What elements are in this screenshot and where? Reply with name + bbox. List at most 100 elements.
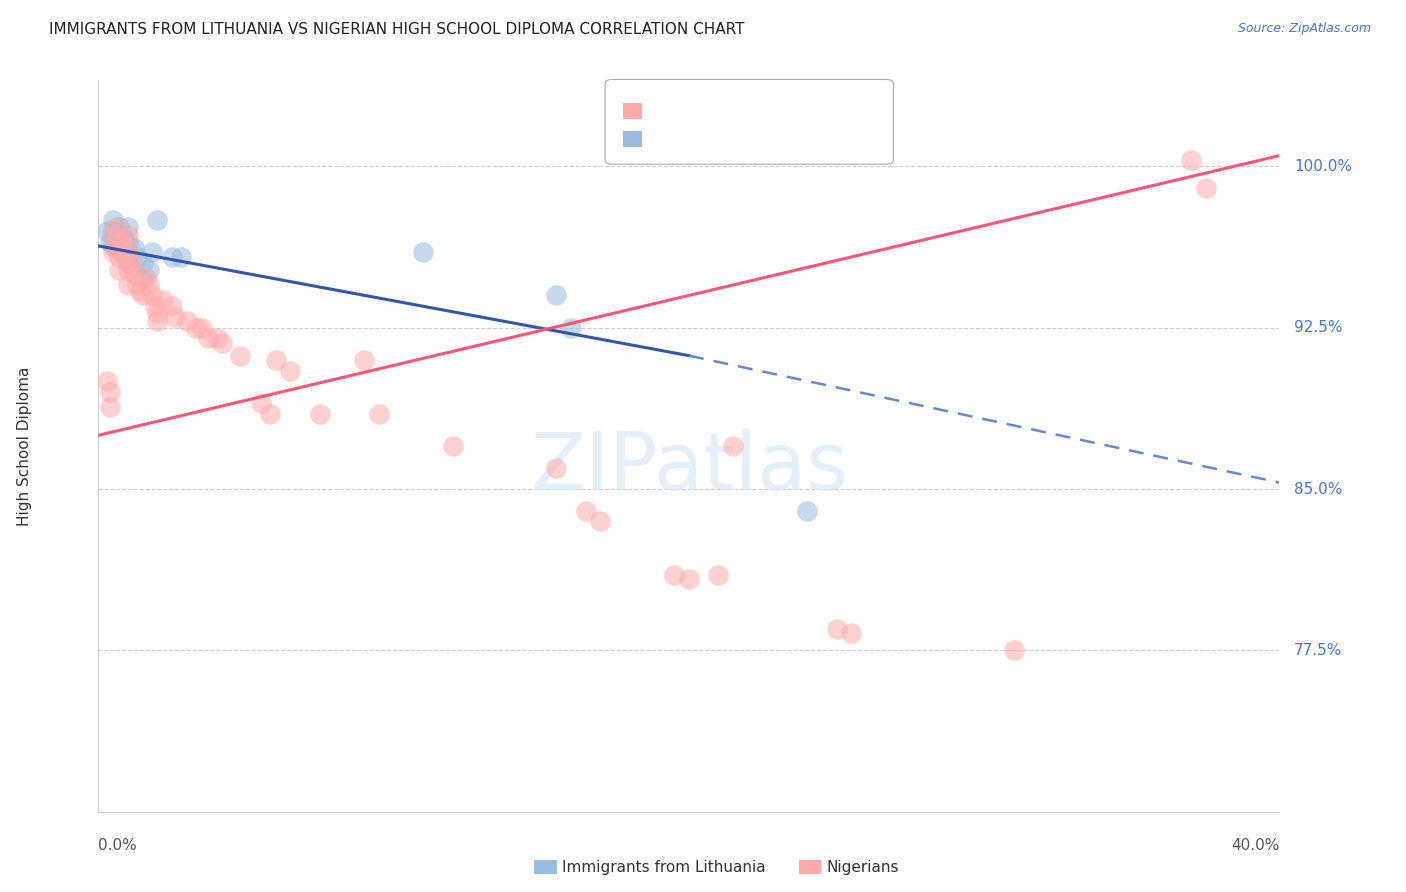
Point xyxy=(105,219,128,234)
Point xyxy=(98,401,121,415)
Point xyxy=(1180,153,1202,167)
Point xyxy=(721,439,744,453)
Point xyxy=(176,314,198,328)
Point xyxy=(108,262,131,277)
Point xyxy=(211,335,233,350)
Point xyxy=(259,407,281,421)
Text: 0.0%: 0.0% xyxy=(98,838,138,853)
Point xyxy=(141,245,163,260)
Point xyxy=(162,250,183,264)
Text: 100.0%: 100.0% xyxy=(1294,159,1353,174)
Text: N = 58: N = 58 xyxy=(773,103,831,119)
Point xyxy=(117,277,139,292)
Point xyxy=(125,277,148,292)
Point xyxy=(143,299,166,313)
Point xyxy=(162,299,183,313)
Point xyxy=(664,568,686,582)
Point xyxy=(412,245,434,260)
Point xyxy=(103,213,125,227)
Point xyxy=(353,353,375,368)
Text: Source: ZipAtlas.com: Source: ZipAtlas.com xyxy=(1237,22,1371,36)
Point xyxy=(103,245,125,260)
Point xyxy=(138,277,160,292)
Point xyxy=(165,310,187,324)
Point xyxy=(1002,643,1025,657)
Point xyxy=(132,288,155,302)
Point xyxy=(111,245,134,260)
Point xyxy=(796,503,818,517)
Point xyxy=(368,407,391,421)
Point xyxy=(132,271,155,285)
Point xyxy=(111,228,134,243)
Text: 40.0%: 40.0% xyxy=(1232,838,1279,853)
Point xyxy=(125,250,148,264)
Point xyxy=(105,241,128,255)
Point xyxy=(103,224,125,238)
Point xyxy=(839,626,862,640)
Text: R = -0.242: R = -0.242 xyxy=(648,132,731,147)
Point xyxy=(128,284,150,298)
Point xyxy=(108,219,131,234)
Point xyxy=(96,375,118,389)
Point xyxy=(138,262,160,277)
Point xyxy=(678,573,700,587)
Point xyxy=(250,396,273,410)
Point xyxy=(103,239,125,253)
Point xyxy=(707,568,730,582)
Point xyxy=(108,235,131,249)
Point xyxy=(205,331,228,345)
Text: R =  0.502: R = 0.502 xyxy=(648,103,730,119)
Point xyxy=(309,407,332,421)
Point xyxy=(117,219,139,234)
Point xyxy=(264,353,287,368)
Text: High School Diploma: High School Diploma xyxy=(17,367,32,525)
Point xyxy=(105,235,128,249)
Point xyxy=(825,622,848,636)
Point xyxy=(560,320,582,334)
Point xyxy=(191,320,214,334)
Point xyxy=(132,256,155,270)
Point xyxy=(114,250,136,264)
Point xyxy=(544,288,567,302)
Text: 77.5%: 77.5% xyxy=(1294,643,1343,658)
Point xyxy=(574,503,596,517)
Point xyxy=(146,314,169,328)
Text: 85.0%: 85.0% xyxy=(1294,482,1343,497)
Text: Immigrants from Lithuania: Immigrants from Lithuania xyxy=(562,860,766,874)
Point xyxy=(278,364,302,378)
Point xyxy=(122,267,145,281)
Point xyxy=(105,228,128,243)
Point xyxy=(229,349,252,363)
Point xyxy=(117,235,139,249)
Point xyxy=(146,213,169,227)
Text: IMMIGRANTS FROM LITHUANIA VS NIGERIAN HIGH SCHOOL DIPLOMA CORRELATION CHART: IMMIGRANTS FROM LITHUANIA VS NIGERIAN HI… xyxy=(49,22,745,37)
Text: 92.5%: 92.5% xyxy=(1294,320,1343,335)
Point xyxy=(117,245,139,260)
Point xyxy=(98,385,121,400)
Point xyxy=(589,514,612,528)
Text: ZIPatlas: ZIPatlas xyxy=(530,429,848,507)
Point xyxy=(170,250,193,264)
Point xyxy=(120,256,142,270)
Point xyxy=(184,320,207,334)
Point xyxy=(441,439,464,453)
Point xyxy=(111,245,134,260)
Point xyxy=(117,256,139,270)
Point xyxy=(146,305,169,319)
Text: Nigerians: Nigerians xyxy=(827,860,900,874)
Point xyxy=(544,460,567,475)
Point xyxy=(141,288,163,302)
Point xyxy=(108,250,131,264)
Point xyxy=(103,228,125,243)
Point xyxy=(111,235,134,249)
Point xyxy=(98,235,121,249)
Point xyxy=(1195,181,1218,195)
Point xyxy=(114,235,136,249)
Text: N = 30: N = 30 xyxy=(773,132,831,147)
Point xyxy=(122,241,145,255)
Point xyxy=(152,293,174,307)
Point xyxy=(117,262,139,277)
Point xyxy=(117,245,139,260)
Point xyxy=(135,271,157,285)
Point xyxy=(96,224,118,238)
